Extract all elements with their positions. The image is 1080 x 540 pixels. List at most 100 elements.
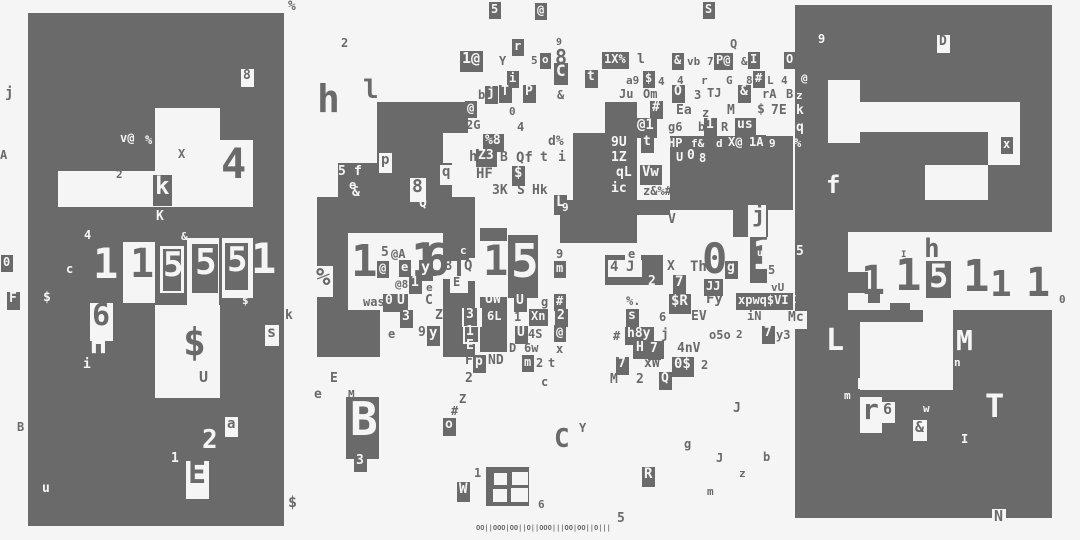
glyph-tile: [485, 86, 498, 104]
glyph-2: 2: [465, 371, 473, 386]
glyph-tile: [1001, 137, 1013, 154]
glyph-tile: [937, 35, 950, 53]
glyph-k: k: [155, 172, 170, 200]
glyph-tile: [512, 39, 524, 56]
glyph-ea: Ea: [676, 103, 692, 118]
glyph-i: I: [750, 52, 758, 66]
glyph-0: 0: [687, 148, 695, 163]
light-cutout: [923, 310, 953, 390]
glyph-1: 1: [483, 236, 509, 285]
glyph-4nv: 4nV: [677, 341, 701, 356]
light-cutout: [450, 276, 468, 293]
glyph-s: s: [267, 323, 277, 341]
glyph-q: q: [442, 164, 451, 180]
glyph-r: R: [644, 466, 653, 482]
glyph-l: L: [767, 74, 774, 87]
glyph-tile: [635, 118, 657, 138]
glyph-2g: 2G: [466, 118, 481, 132]
glyph-qf: Qf: [516, 150, 533, 166]
light-cutout: [860, 102, 1020, 132]
glyph-us: us: [737, 117, 753, 132]
glyph-2: 2: [736, 328, 743, 341]
glyph-tile: [265, 325, 279, 346]
glyph-tile: [738, 85, 751, 103]
glyph-r: r: [862, 393, 879, 426]
light-cutout: [442, 261, 457, 279]
glyph-1: 1: [752, 233, 777, 279]
glyph-tile: [672, 53, 684, 70]
glyph-was: was: [363, 295, 385, 309]
glyph-: $: [242, 294, 249, 307]
glyph-: $: [183, 320, 206, 364]
glyph-nd: ND: [488, 353, 504, 368]
glyph-tile: [555, 309, 568, 327]
glyph-3: 3: [694, 88, 702, 102]
glyph-tile: [514, 294, 527, 312]
light-cutout: [493, 489, 507, 502]
glyph-: #: [613, 329, 621, 343]
glyph-e: E: [466, 338, 474, 353]
glyph-1: 1: [474, 466, 482, 480]
glyph-1: @1: [637, 117, 654, 133]
glyph-8: 8: [412, 176, 423, 197]
glyph-z: z: [739, 467, 746, 480]
dark-block: [317, 310, 380, 357]
glyph-2: 2: [536, 356, 544, 370]
light-cutout: [608, 260, 642, 277]
glyph-g6: g6: [668, 120, 683, 134]
glyph-tj: TJ: [707, 86, 722, 100]
glyph-i: I: [961, 432, 969, 446]
glyph-b: B: [786, 87, 794, 101]
glyph-tile: [786, 311, 807, 329]
glyph-7: 7: [618, 356, 626, 371]
glyph-4: 4: [781, 74, 788, 87]
glyph-: &: [674, 53, 682, 67]
glyph-tile: [784, 52, 796, 69]
glyph-l: l: [363, 75, 379, 105]
glyph-2: 2: [648, 274, 656, 289]
glyph-k: K: [156, 209, 164, 224]
glyph-a: @A: [391, 247, 406, 261]
glyph-tile: [669, 294, 691, 314]
glyph-tile: [458, 244, 469, 260]
glyph-e: e: [628, 247, 636, 261]
glyph-tile: [554, 63, 568, 85]
glyph-tile: [489, 2, 501, 19]
glyph-tile: [383, 294, 396, 312]
light-cutout: [155, 305, 220, 398]
glyph-tile: [1, 255, 13, 272]
glyph-e: e: [426, 281, 433, 294]
glyph-f: F: [465, 353, 473, 368]
glyph-tile: [704, 118, 717, 136]
glyph-tile: [585, 70, 598, 88]
glyph-5: 5: [338, 164, 346, 179]
glyph-j: J: [626, 259, 635, 275]
glyph-q: Q: [419, 196, 427, 211]
glyph-0: 0$: [674, 356, 691, 372]
glyph-m: m: [707, 485, 714, 498]
glyph-tile: [512, 166, 525, 186]
glyph-i: i: [83, 357, 91, 372]
glyph-tile: [643, 71, 655, 88]
dark-block: [192, 244, 218, 293]
glyph-h: h: [469, 149, 478, 165]
glyph-tile: [703, 2, 715, 19]
glyph-e: E: [188, 456, 207, 491]
glyph-o: O: [674, 84, 682, 99]
glyph-w: W: [459, 481, 468, 497]
glyph-k: k: [285, 308, 293, 323]
glyph-tile: [499, 85, 512, 103]
glyph-1: 1: [171, 451, 179, 466]
dark-block: [926, 261, 951, 298]
glyph-e: e: [401, 260, 409, 274]
glyph-: #: [755, 71, 763, 85]
glyph-0: 0: [509, 105, 516, 118]
glyph-y: y: [421, 258, 431, 276]
glyph-2: 2: [636, 372, 644, 387]
glyph-tile: [913, 420, 927, 441]
glyph-8: %8: [485, 133, 501, 148]
glyph-: %: [316, 263, 331, 291]
glyph-4: 4: [610, 259, 619, 275]
glyph-t: T: [501, 84, 509, 99]
